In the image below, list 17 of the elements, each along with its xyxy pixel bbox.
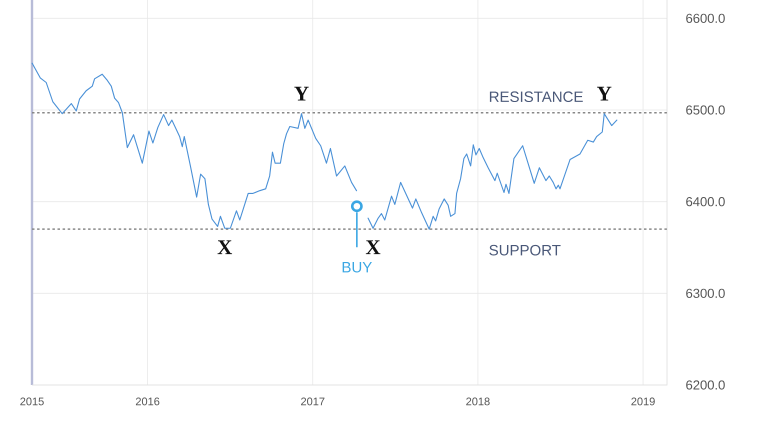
ref-line-label: RESISTANCE bbox=[490, 91, 583, 102]
x-tick-label: 2016 bbox=[136, 398, 160, 406]
x-tick-label: 2015 bbox=[20, 398, 44, 406]
y-tick-label: 6600.0 bbox=[686, 14, 725, 23]
y-tick-label: 6200.0 bbox=[686, 380, 725, 390]
y-tick-label: 6500.0 bbox=[686, 105, 725, 115]
annotation: X bbox=[366, 240, 380, 254]
x-tick-label: 2017 bbox=[301, 398, 324, 406]
legend-label: BUY bbox=[342, 262, 372, 273]
x-tick-label: 2018 bbox=[466, 398, 490, 406]
annotation: Y bbox=[294, 86, 309, 101]
annotation: Y bbox=[597, 86, 612, 101]
annotation: X bbox=[218, 240, 232, 254]
x-tick-label: 2019 bbox=[631, 398, 655, 406]
ref-line-label: SUPPORT bbox=[489, 244, 561, 256]
y-tick-label: 6400.0 bbox=[686, 197, 725, 206]
y-tick-label: 6300.0 bbox=[686, 288, 725, 298]
